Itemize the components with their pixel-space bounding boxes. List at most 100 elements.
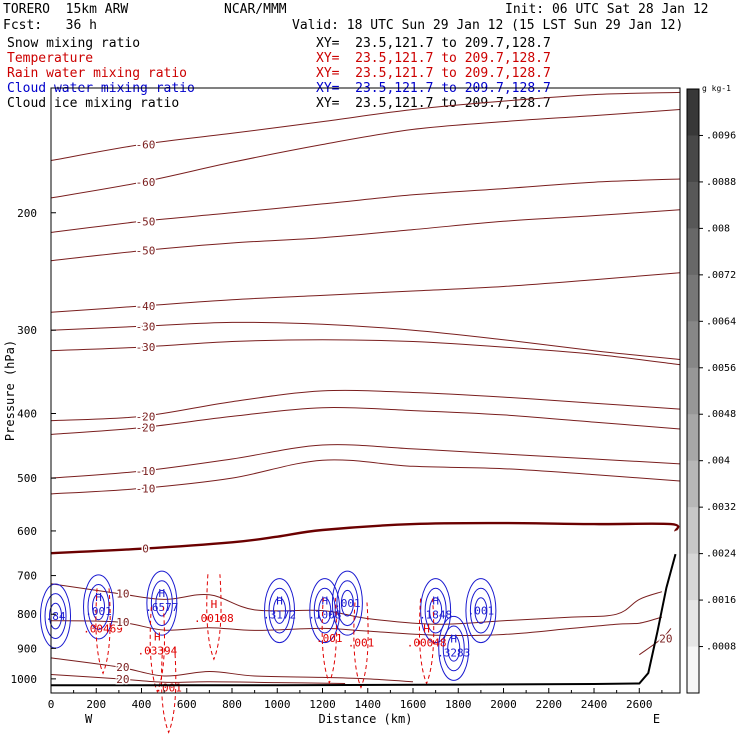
y-tick-label: 600 <box>17 525 37 538</box>
contour-label: -20 <box>136 410 156 423</box>
rain-contour <box>321 597 337 685</box>
contour-label: -10 <box>136 482 156 495</box>
rain-center-label: .001 <box>155 681 182 694</box>
cloud-water-center-label: .84 <box>46 610 66 623</box>
field-label: Rain water mixing ratio <box>7 66 188 81</box>
colorbar-segment <box>687 553 699 601</box>
y-tick-label: 300 <box>17 324 37 337</box>
axes: 0 200 400 600 800 1000 1200 1400 1600 1800 2000 220… <box>3 87 681 726</box>
colorbar-tick-label: .0008 <box>706 642 736 653</box>
contour-label: -60 <box>136 176 156 189</box>
colorbar-segment <box>687 228 699 276</box>
rain-value: .00108 <box>194 612 234 625</box>
cloud-water-contour <box>438 615 470 681</box>
cloud-water-contour <box>264 578 296 644</box>
cloud-water-contour <box>273 597 287 624</box>
colorbar-segment <box>687 181 699 229</box>
cloud-water-contour <box>331 570 363 636</box>
forecast-hour: Fcst: 36 h <box>3 18 97 33</box>
cloud-water-contour <box>155 589 169 617</box>
x-tick-label: 1000 <box>264 698 291 711</box>
temperature-contour <box>50 91 681 161</box>
rain-contour <box>206 574 222 661</box>
plot-frame <box>50 87 681 694</box>
rain-center-label: H <box>154 631 161 644</box>
x-tick-label: 800 <box>222 698 242 711</box>
contour-label: -60 <box>136 138 156 151</box>
field-xy-range: XY= 23.5,121.7 to 209.7,128.7 <box>316 66 551 81</box>
temperature-contour <box>50 339 681 366</box>
cloud-water-contour <box>92 593 106 621</box>
temperature-contour <box>50 444 681 479</box>
contour-label: -50 <box>136 215 156 228</box>
colorbar-unit: g kg-1 <box>702 84 731 93</box>
x-tick-label: 1200 <box>309 698 336 711</box>
colorbar-tick-label: .0024 <box>706 549 736 560</box>
colorbar-segment <box>687 507 699 555</box>
rain-contour <box>418 598 435 685</box>
cloud-water-contour <box>465 578 497 644</box>
cloud-water-center-label: H <box>159 587 166 600</box>
temperature-contour <box>50 109 681 199</box>
rain-center-label: H <box>423 623 430 636</box>
rain-contour <box>161 647 177 734</box>
cloud-water-center-label: H <box>321 595 328 608</box>
temperature-contour <box>50 459 681 495</box>
cloud-water-contour <box>309 578 341 644</box>
contour-label: -40 <box>136 300 156 313</box>
cloud-water-center-label: .001 <box>334 597 361 610</box>
cloud-water-center-label: H <box>450 632 457 645</box>
field-label: Snow mixing ratio <box>7 36 141 51</box>
cloud-water-value: .3172 <box>263 609 296 622</box>
cloud-water-contour <box>83 574 115 640</box>
colorbar-tick-label: .008 <box>706 223 730 234</box>
rain-center-label: .001 <box>316 632 343 645</box>
contour-label: -20 <box>136 422 156 435</box>
rain-contour <box>149 606 165 694</box>
y-tick-label: 200 <box>17 207 37 220</box>
terrain-line <box>51 553 677 687</box>
colorbar-frame <box>686 88 700 694</box>
colorbar-tick-label: .0072 <box>706 270 736 281</box>
temperature-contour <box>50 657 414 683</box>
temperature-contour <box>50 407 681 435</box>
contour-label: 10 <box>116 588 129 601</box>
field-label: Temperature <box>7 51 94 66</box>
cloud-water-contour <box>146 570 178 636</box>
cloud-water-contour <box>49 602 63 630</box>
model-title: TORERO 15km ARW <box>3 2 129 17</box>
y-axis-label: Pressure (hPa) <box>3 340 17 441</box>
temperature-contour <box>639 628 672 656</box>
x-tick-label: 400 <box>132 698 152 711</box>
colorbar-tick-label: .0048 <box>706 409 736 420</box>
colorbar-segment <box>687 600 699 648</box>
cloud-water-contour <box>424 587 447 634</box>
temperature-contour <box>50 321 681 360</box>
x-tick-label: 2000 <box>490 698 517 711</box>
x-tick-label: 2200 <box>536 698 563 711</box>
temperature-contour <box>50 389 681 422</box>
cloud-water-contour <box>150 580 173 627</box>
cloud-water-center-label: H <box>276 595 283 608</box>
cloud-water-center-label: .001 <box>468 605 495 618</box>
colorbar-segment <box>687 646 699 694</box>
cloud-water-center-label: H <box>95 591 102 604</box>
colorbar-tick-label: .0096 <box>706 130 736 141</box>
colorbar-segment <box>687 460 699 508</box>
y-tick-label: 400 <box>17 408 37 421</box>
cloud-water-contour <box>44 593 67 639</box>
cloud-water-contour <box>474 597 488 624</box>
cloud-water-value: .6577 <box>145 601 178 614</box>
contour-label: 10 <box>116 616 129 629</box>
y-tick-label: 1000 <box>11 673 38 686</box>
contour-label: -50 <box>136 245 156 258</box>
x-tick-label: 2400 <box>581 698 608 711</box>
colorbar-tick-label: .0088 <box>706 177 736 188</box>
temperature-contours <box>50 91 681 684</box>
cloud-water-value: .1848 <box>419 609 452 622</box>
colorbar-tick-label: .0016 <box>706 595 736 606</box>
y-tick-label: 700 <box>17 570 37 583</box>
x-tick-label: 1600 <box>400 698 427 711</box>
x-axis-label: Distance (km) <box>319 712 413 726</box>
rain-value: .03394 <box>137 645 177 658</box>
